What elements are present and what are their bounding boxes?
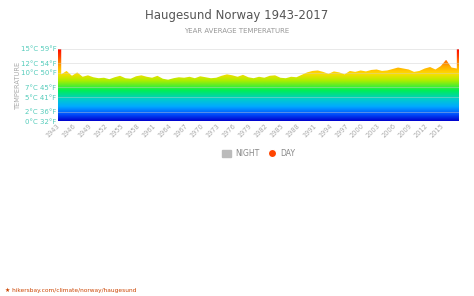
Text: ★ hikersbay.com/climate/norway/haugesund: ★ hikersbay.com/climate/norway/haugesund [5,288,136,293]
Text: Haugesund Norway 1943-2017: Haugesund Norway 1943-2017 [146,9,328,22]
Legend: NIGHT, DAY: NIGHT, DAY [219,146,298,161]
Y-axis label: TEMPERATURE: TEMPERATURE [15,61,21,109]
Text: YEAR AVERAGE TEMPERATURE: YEAR AVERAGE TEMPERATURE [184,28,290,34]
